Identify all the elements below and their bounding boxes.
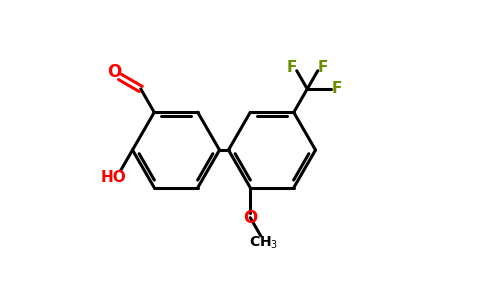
Text: F: F <box>286 60 297 75</box>
Text: O: O <box>107 62 121 80</box>
Text: O: O <box>243 209 257 227</box>
Text: F: F <box>332 81 342 96</box>
Text: F: F <box>318 60 328 75</box>
Text: CH$_3$: CH$_3$ <box>249 234 278 251</box>
Text: HO: HO <box>101 170 127 185</box>
